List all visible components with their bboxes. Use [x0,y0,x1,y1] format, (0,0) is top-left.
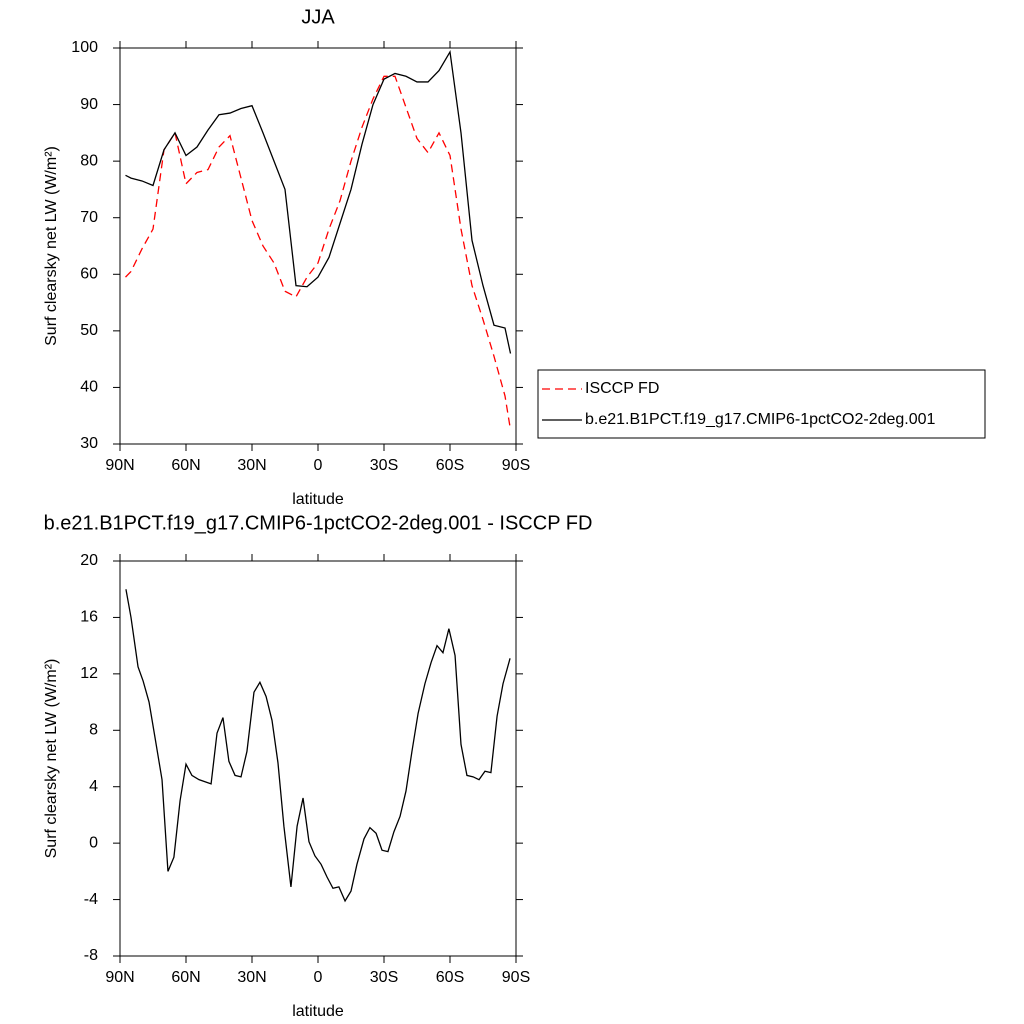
y-axis-label: Surf clearsky net LW (W/m²) [43,146,60,346]
data-line [125,50,512,354]
y-tick-label: 70 [80,209,98,226]
y-tick-label: 0 [89,834,98,851]
y-tick-label: 100 [71,39,98,56]
y-tick-label: 40 [80,379,98,396]
x-tick-label: 30N [237,457,266,474]
x-tick-label: 60S [436,457,464,474]
x-tick-label: 0 [314,457,323,474]
y-axis-label: Surf clearsky net LW (W/m²) [43,659,60,859]
y-tick-label: 12 [80,665,98,682]
x-axis-label: latitude [292,1003,344,1020]
y-tick-label: -8 [84,947,98,964]
y-tick-label: 60 [80,266,98,283]
y-tick-label: 20 [80,552,98,569]
x-tick-label: 90S [502,457,530,474]
data-line [125,75,512,430]
x-tick-label: 0 [314,969,323,986]
y-tick-label: 50 [80,322,98,339]
x-axis-label: latitude [292,491,344,508]
legend-label: ISCCP FD [585,380,659,397]
y-tick-label: 30 [80,435,98,452]
legend-label: b.e21.B1PCT.f19_g17.CMIP6-1pctCO2-2deg.0… [585,411,936,428]
y-tick-label: 80 [80,152,98,169]
x-tick-label: 30S [370,457,398,474]
x-tick-label: 30S [370,969,398,986]
y-tick-label: -4 [84,891,98,908]
x-tick-label: 60N [171,969,200,986]
x-tick-label: 90N [105,969,134,986]
chart-title: JJA [301,6,335,28]
x-tick-label: 90N [105,457,134,474]
x-tick-label: 30N [237,969,266,986]
y-tick-label: 8 [89,722,98,739]
legend-box [537,369,986,439]
x-tick-label: 60N [171,457,200,474]
y-tick-label: 4 [89,778,98,795]
y-tick-label: 90 [80,96,98,113]
chart-title: b.e21.B1PCT.f19_g17.CMIP6-1pctCO2-2deg.0… [44,512,593,534]
x-tick-label: 60S [436,969,464,986]
x-tick-label: 90S [502,969,530,986]
y-tick-label: 16 [80,609,98,626]
data-line [125,589,511,903]
